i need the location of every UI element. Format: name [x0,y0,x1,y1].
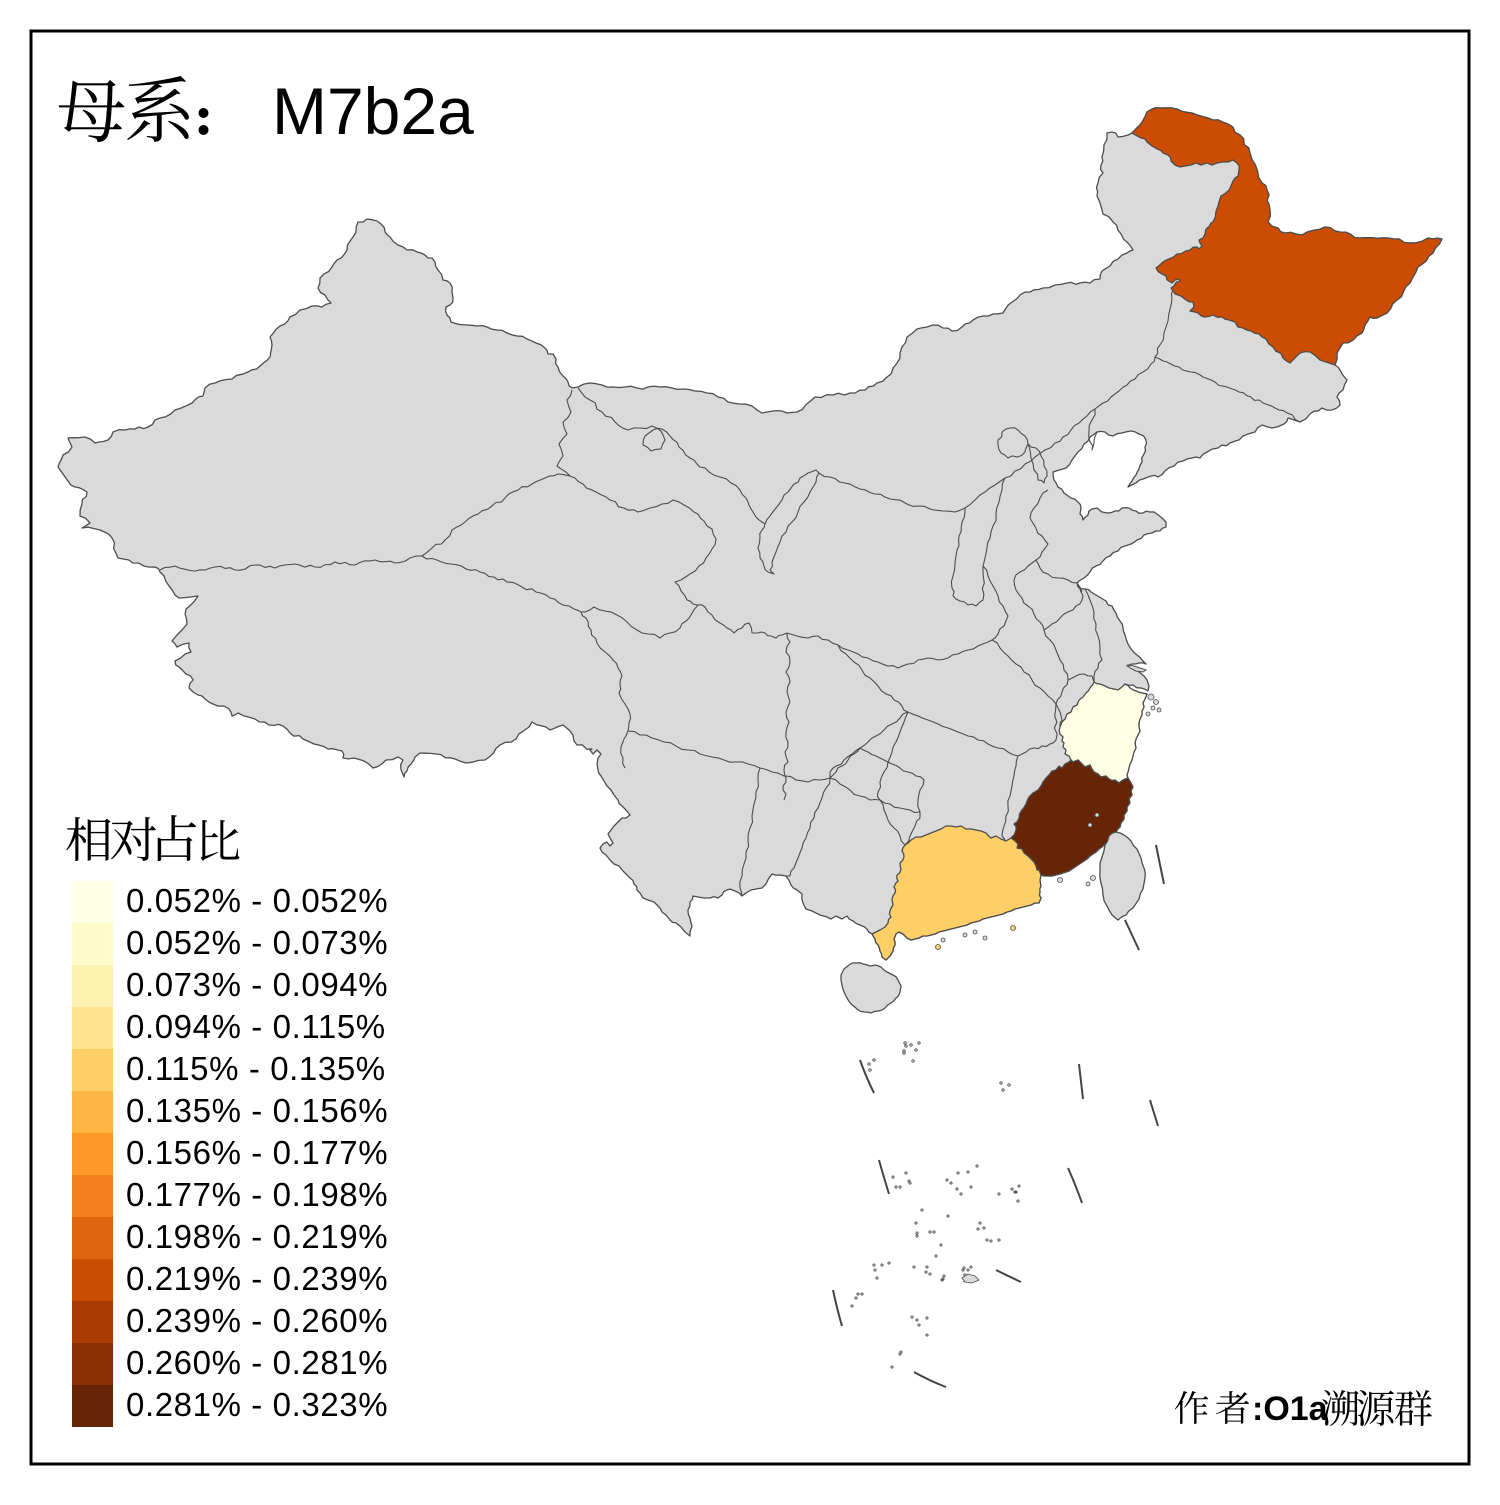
svg-text:M7b2a: M7b2a [272,74,474,148]
svg-text:0.219% - 0.239%: 0.219% - 0.239% [126,1260,388,1297]
svg-text:0.239% - 0.260%: 0.239% - 0.260% [126,1302,388,1339]
svg-text:0.052% - 0.073%: 0.052% - 0.073% [126,924,388,961]
svg-text:0.094% - 0.115%: 0.094% - 0.115% [126,1008,386,1045]
svg-text:0.260% - 0.281%: 0.260% - 0.281% [126,1344,388,1381]
svg-text:0.073% - 0.094%: 0.073% - 0.094% [126,966,388,1003]
svg-text:0.281% - 0.323%: 0.281% - 0.323% [126,1386,388,1423]
svg-text:0.115% - 0.135%: 0.115% - 0.135% [126,1050,386,1087]
svg-text:0.135% - 0.156%: 0.135% - 0.156% [126,1092,388,1129]
svg-text:0.156% - 0.177%: 0.156% - 0.177% [126,1134,388,1171]
svg-text:0.052% - 0.052%: 0.052% - 0.052% [126,882,388,919]
svg-text::O1a: :O1a [1252,1390,1329,1428]
svg-text:0.198% - 0.219%: 0.198% - 0.219% [126,1218,388,1255]
svg-text:0.177% - 0.198%: 0.177% - 0.198% [126,1176,388,1213]
